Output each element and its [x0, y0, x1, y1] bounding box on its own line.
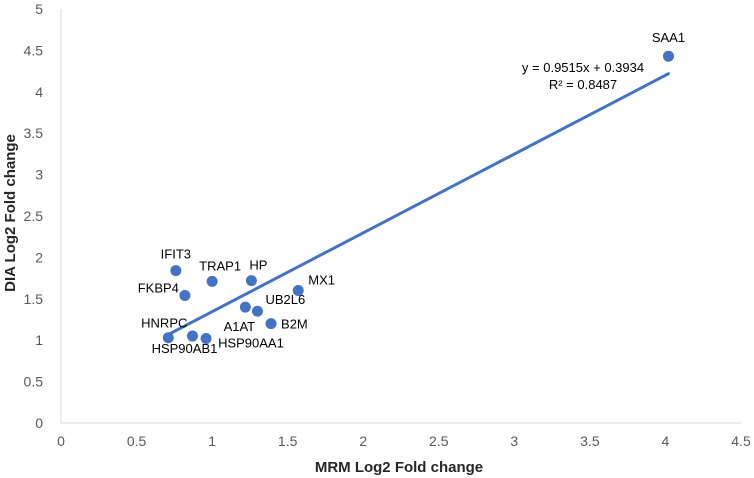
y-tick-label: 1.5 — [24, 291, 44, 307]
x-axis-title: MRM Log2 Fold change — [315, 459, 483, 476]
data-point — [265, 318, 277, 330]
data-point — [239, 301, 251, 313]
data-point — [186, 330, 198, 342]
x-tick-label: 4 — [662, 433, 670, 449]
y-tick-label: 0.5 — [24, 374, 44, 390]
y-tick-label: 2 — [35, 249, 43, 265]
data-label: HSP90AB1 — [152, 341, 218, 356]
x-tick-label: 2.5 — [429, 433, 449, 449]
y-axis-title: DIA Log2 Fold change — [2, 134, 19, 292]
data-point — [245, 275, 257, 287]
data-point — [251, 305, 263, 317]
x-tick-label: 0 — [57, 433, 65, 449]
trendline — [165, 72, 670, 337]
data-label: HSP90AA1 — [218, 336, 284, 351]
data-point — [170, 265, 182, 277]
trendline-group — [165, 72, 670, 337]
data-point — [662, 50, 674, 62]
x-tick-label: 1 — [208, 433, 216, 449]
data-label: UB2L6 — [265, 292, 305, 307]
axes: 0 0.5 1 1.5 2 2.5 3 3.5 4 4.5 0 0.5 1 1.5 2 2.5 3 3.5 4 4.5… — [24, 1, 751, 449]
trendline-r-squared: R² = 0.8487 — [549, 77, 617, 92]
x-tick-label: 1.5 — [278, 433, 298, 449]
x-tick-label: 3.5 — [580, 433, 600, 449]
x-tick-label: 4.5 — [731, 433, 751, 449]
y-tick-label: 3.5 — [24, 125, 44, 141]
x-tick-label: 2 — [359, 433, 367, 449]
data-label: FKBP4 — [138, 280, 179, 295]
y-tick-label: 1 — [35, 332, 43, 348]
data-label: A1AT — [224, 319, 256, 334]
y-tick-label: 2.5 — [24, 208, 44, 224]
x-tick-label: 0.5 — [127, 433, 147, 449]
data-point — [179, 289, 191, 301]
data-label: TRAP1 — [199, 258, 241, 273]
data-label: B2M — [281, 317, 308, 332]
y-tick-label: 4 — [35, 84, 43, 100]
y-tick-label: 0 — [35, 415, 43, 431]
data-label: MX1 — [308, 273, 335, 288]
x-tick-label: 3 — [510, 433, 518, 449]
data-points — [162, 50, 674, 345]
y-tick-label: 4.5 — [24, 42, 44, 58]
data-label: HNRPC — [141, 316, 187, 331]
data-point — [206, 275, 218, 287]
data-label: HP — [249, 258, 267, 273]
data-label: SAA1 — [652, 30, 685, 45]
data-point — [292, 285, 304, 297]
data-point — [162, 332, 174, 344]
data-point — [200, 333, 212, 345]
trendline-equation: y = 0.9515x + 0.3934 — [522, 60, 644, 75]
data-label: IFIT3 — [161, 247, 191, 262]
y-tick-label: 3 — [35, 167, 43, 183]
y-tick-label: 5 — [35, 1, 43, 17]
